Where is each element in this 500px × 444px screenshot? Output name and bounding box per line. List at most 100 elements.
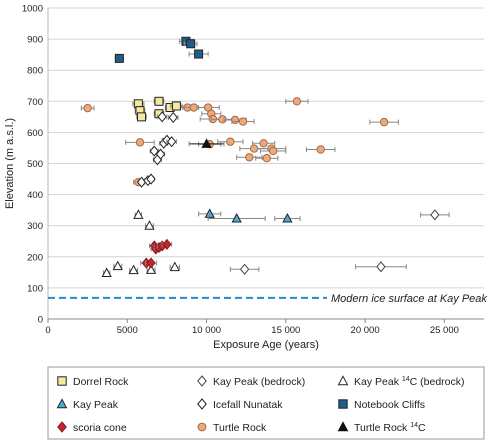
series-8 bbox=[188, 138, 225, 148]
data-point bbox=[133, 209, 144, 219]
legend-label: Notebook Cliffs bbox=[354, 399, 425, 411]
ice-surface-label: Modern ice surface at Kay Peak bbox=[331, 293, 487, 305]
y-tick-label: 300 bbox=[27, 221, 43, 232]
legend-item: Kay Peak bbox=[56, 398, 119, 411]
legend-label: Dorrel Rock bbox=[73, 376, 129, 388]
y-tick-label: 800 bbox=[27, 66, 43, 77]
series-5 bbox=[114, 36, 209, 63]
legend-swatch bbox=[337, 375, 349, 386]
legend: Dorrel Rock Kay Peak (bedrock) Kay Peak 14… bbox=[47, 366, 485, 440]
data-point bbox=[169, 261, 180, 272]
data-point bbox=[379, 117, 389, 127]
legend-item: Turtle Rock 14C bbox=[337, 421, 426, 434]
data-point bbox=[218, 115, 227, 124]
legend-label: Kay Peak bbox=[73, 399, 119, 411]
legend-swatch bbox=[197, 422, 207, 432]
data-point bbox=[231, 212, 242, 223]
data-point bbox=[112, 260, 123, 271]
data-point bbox=[430, 209, 440, 221]
data-point bbox=[268, 146, 278, 156]
data-point bbox=[101, 267, 112, 277]
legend-swatch bbox=[56, 398, 68, 409]
y-tick-labels: 0 100 200 300 400 500 600 700 800 900 1000 bbox=[22, 4, 43, 326]
y-tick-label: 400 bbox=[27, 190, 43, 201]
data-point bbox=[83, 103, 92, 113]
data-point bbox=[249, 144, 259, 153]
data-point bbox=[162, 238, 172, 250]
legend-swatch bbox=[197, 375, 207, 387]
legend-label: Kay Peak (bedrock) bbox=[213, 376, 305, 388]
legend-swatch bbox=[338, 399, 348, 409]
data-point bbox=[146, 173, 156, 185]
data-point bbox=[146, 257, 156, 269]
data-point bbox=[189, 103, 199, 112]
y-tick-label: 200 bbox=[27, 252, 43, 263]
legend-box bbox=[47, 366, 485, 440]
data-point bbox=[157, 111, 167, 123]
legend-item: Notebook Cliffs bbox=[338, 399, 425, 411]
series-3 bbox=[198, 208, 301, 223]
legend-label: Turtle Rock bbox=[213, 422, 267, 434]
series-1 bbox=[229, 209, 450, 275]
series-6 bbox=[140, 238, 173, 269]
x-tick-labels: 0 5000 10 000 15 000 20 000 25 000 bbox=[45, 319, 459, 336]
x-tick-label: 20 000 bbox=[351, 325, 380, 336]
y-tick-label: 600 bbox=[27, 128, 43, 139]
legend-item: Kay Peak (bedrock) bbox=[197, 375, 305, 388]
data-point bbox=[155, 148, 166, 160]
x-tick-label: 25 000 bbox=[430, 325, 459, 336]
data-point bbox=[154, 96, 164, 106]
data-point bbox=[316, 145, 325, 154]
data-point bbox=[245, 153, 254, 162]
data-point bbox=[282, 212, 293, 223]
legend-swatch bbox=[57, 421, 67, 433]
data-point bbox=[135, 138, 145, 147]
legend-item: Icefall Nunatak bbox=[197, 398, 283, 411]
data-points bbox=[80, 36, 450, 277]
ice-surface-annotation: Modern ice surface at Kay Peak bbox=[48, 293, 487, 305]
data-point bbox=[144, 220, 155, 230]
legend-label: Turtle Rock 14C bbox=[354, 422, 426, 434]
y-tick-label: 100 bbox=[27, 283, 43, 294]
data-point bbox=[168, 111, 178, 124]
legend-swatch bbox=[337, 421, 349, 432]
data-point bbox=[128, 264, 139, 275]
data-point bbox=[259, 139, 268, 148]
y-tick-label: 700 bbox=[27, 97, 43, 108]
x-tick-label: 15 000 bbox=[271, 325, 300, 336]
data-point bbox=[171, 101, 181, 111]
data-point bbox=[230, 115, 240, 125]
data-point bbox=[167, 136, 177, 148]
y-tick-label: 0 bbox=[38, 315, 43, 326]
data-point bbox=[238, 117, 248, 126]
x-tick-label: 10 000 bbox=[192, 325, 221, 336]
data-point bbox=[137, 112, 147, 122]
x-tick-label: 0 bbox=[45, 325, 50, 336]
x-tick-label: 5000 bbox=[117, 325, 138, 336]
y-tick-label: 500 bbox=[27, 159, 43, 170]
legend-swatch bbox=[197, 398, 207, 410]
series-0 bbox=[132, 96, 183, 122]
data-point bbox=[145, 264, 157, 274]
y-tick-label: 1000 bbox=[22, 4, 43, 15]
data-point bbox=[226, 137, 235, 146]
legend-item: scoria cone bbox=[57, 421, 127, 434]
series-4 bbox=[136, 111, 179, 188]
legend-item: Kay Peak 14C (bedrock) bbox=[337, 375, 465, 388]
legend-label: Kay Peak 14C (bedrock) bbox=[354, 376, 465, 388]
data-point bbox=[239, 263, 250, 275]
data-point bbox=[204, 208, 215, 218]
data-point bbox=[194, 49, 204, 59]
y-axis-title: Elevation (m a.s.l.) bbox=[4, 118, 16, 209]
data-point bbox=[292, 97, 302, 106]
legend-label: scoria cone bbox=[73, 422, 127, 434]
data-point bbox=[262, 154, 271, 163]
data-point bbox=[201, 138, 212, 148]
gridlines bbox=[48, 7, 484, 289]
x-axis-title: Exposure Age (years) bbox=[213, 339, 319, 351]
series-2 bbox=[101, 209, 181, 277]
y-tick-label: 900 bbox=[27, 35, 43, 46]
data-point bbox=[186, 39, 196, 49]
data-point bbox=[114, 53, 124, 63]
